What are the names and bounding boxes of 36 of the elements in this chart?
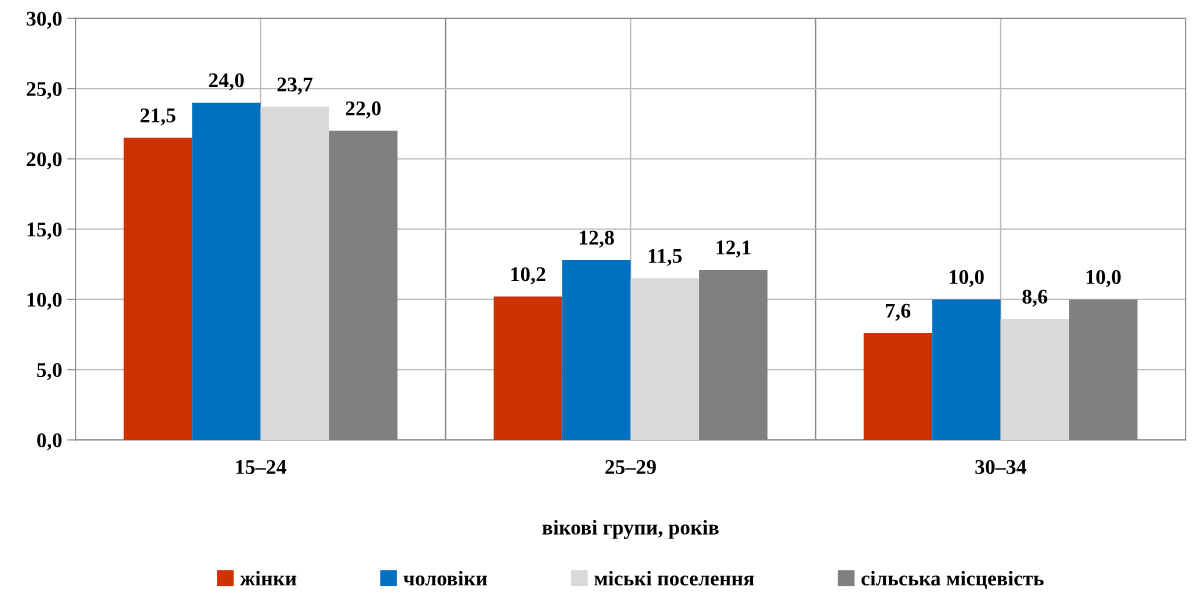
data-label: 12,1 [716, 240, 751, 258]
bar [562, 260, 631, 440]
y-tick-label: 5,0 [37, 363, 62, 381]
legend-label: жінки [240, 570, 297, 586]
bar [260, 106, 330, 440]
x-tick-label: 30–34 [975, 459, 1027, 475]
data-label: 11,5 [648, 249, 682, 266]
data-label: 8,6 [1022, 289, 1048, 307]
data-label: 7,6 [886, 303, 911, 321]
data-label: 21,5 [140, 108, 176, 126]
y-tick-label: 20,0 [26, 152, 62, 170]
y-tick-label: 10,0 [27, 292, 62, 310]
data-label: 10,0 [949, 269, 984, 288]
x-tick-label: 25–29 [605, 460, 656, 475]
legend-label: сільська місцевість [861, 570, 1044, 589]
bar [630, 278, 700, 440]
bar [1000, 319, 1070, 440]
y-tick-label: 30,0 [26, 11, 62, 29]
data-label: 24,0 [209, 73, 244, 91]
bar [863, 333, 933, 440]
x-tick-label: 15–24 [236, 460, 287, 475]
data-label: 23,7 [277, 77, 313, 95]
legend-label: міські поселення [594, 570, 754, 586]
bar [192, 102, 261, 440]
data-label: 12,8 [579, 230, 614, 248]
data-label: 10,0 [1086, 269, 1121, 288]
data-label: 22,0 [345, 101, 381, 119]
legend-label: чоловіки [403, 570, 488, 586]
bar [493, 296, 563, 440]
bar [932, 299, 1001, 440]
y-tick-label: 0,0 [37, 433, 62, 451]
bar [123, 137, 193, 440]
y-tick-label: 15,0 [27, 222, 62, 240]
data-label: 10,2 [511, 267, 546, 285]
y-tick-label: 25,0 [26, 81, 62, 100]
x-axis-title: вікові групи, років [542, 519, 719, 539]
